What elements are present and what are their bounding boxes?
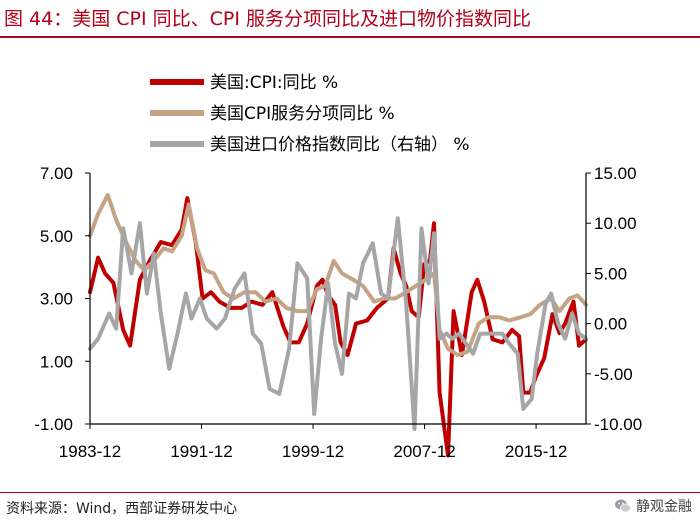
y-right-tick-label: 5.00	[594, 264, 627, 283]
series-line-3	[88, 216, 588, 431]
legend-label-3: 美国进口价格指数同比（右轴） %	[210, 135, 470, 155]
chart: 7.00 5.00 3.00 1.00 -1.00 15.00 10.00 5.00 0.00 -…	[34, 73, 642, 461]
legend: 美国:CPI:同比 % 美国CPI服务分项同比 % 美国进口价格指数同比（右轴） %	[150, 73, 470, 155]
watermark-text: 静观金融	[636, 499, 692, 515]
series-line-2	[88, 193, 588, 357]
x-tick-label: 1999-12	[282, 442, 344, 461]
page-title: 图 44：美国 CPI 同比、CPI 服务分项同比及进口物价指数同比	[4, 8, 531, 30]
x-tick-label: 2007-12	[393, 442, 455, 461]
y-left-tick-label: 7.00	[40, 164, 73, 183]
series-line-1	[88, 196, 588, 458]
title-divider	[0, 36, 700, 38]
y-right-tick-label: 15.00	[594, 164, 637, 183]
legend-label-2: 美国CPI服务分项同比 %	[210, 104, 395, 124]
legend-label-1: 美国:CPI:同比 %	[210, 73, 338, 93]
y-left-tick-label: 5.00	[40, 227, 73, 246]
y-right-tick-label: 0.00	[594, 315, 627, 334]
y-left-tick-label: -1.00	[34, 415, 73, 434]
y-right-tick-label: -10.00	[594, 415, 642, 434]
y-left-tick-label: 3.00	[40, 290, 73, 309]
watermark: 静观金融	[614, 496, 692, 516]
footer-divider	[0, 492, 700, 493]
source-note: 资料来源：Wind，西部证券研发中心	[6, 501, 238, 517]
plot-lines	[88, 193, 588, 458]
x-tick-label: 2015-12	[505, 442, 567, 461]
wechat-icon	[615, 499, 631, 513]
axes: 7.00 5.00 3.00 1.00 -1.00 15.00 10.00 5.00 0.00 -…	[34, 164, 642, 461]
x-tick-label: 1991-12	[170, 442, 232, 461]
x-tick-label: 1983-12	[59, 442, 121, 461]
y-left-tick-label: 1.00	[40, 352, 73, 371]
y-right-tick-label: -5.00	[594, 365, 633, 384]
y-right-tick-label: 10.00	[594, 214, 637, 233]
